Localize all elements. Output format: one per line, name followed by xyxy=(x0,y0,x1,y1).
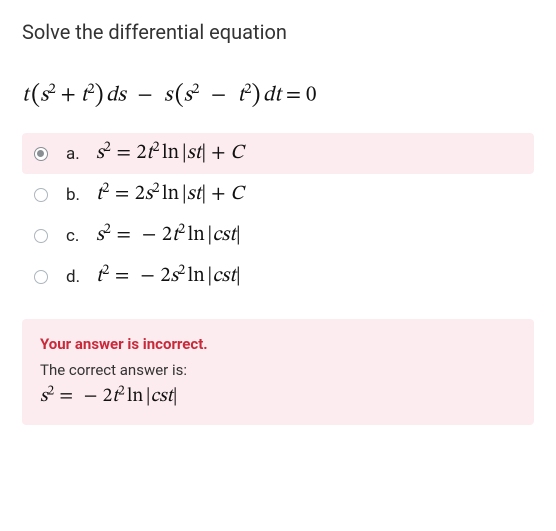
feedback-title: Your answer is incorrect. xyxy=(40,335,516,353)
option-row-b[interactable]: b. t2=2s2ln|st| + C xyxy=(22,174,534,215)
option-row-d[interactable]: d. t2=−2s2ln|cst| xyxy=(22,256,534,297)
radio-icon[interactable] xyxy=(34,147,48,161)
feedback-panel: Your answer is incorrect. The correct an… xyxy=(22,319,534,425)
option-row-c[interactable]: c. s2=−2t2ln|cst| xyxy=(22,215,534,256)
option-letter: c. xyxy=(66,226,84,246)
feedback-answer: s2=−2t2ln|cst| xyxy=(40,385,516,409)
radio-icon[interactable] xyxy=(34,188,48,202)
option-math: t2=2s2ln|st| + C xyxy=(96,182,244,207)
options-group: a. s2=2t2ln|st| + C b. t2=2s2ln|st| + C c. s2… xyxy=(22,133,534,297)
question-equation: t(s2 + t2)ds−s(s2−t2)dt = 0 xyxy=(22,80,534,111)
option-letter: a. xyxy=(66,144,84,164)
radio-icon[interactable] xyxy=(34,270,48,284)
option-math: s2=2t2ln|st| + C xyxy=(96,141,244,166)
option-row-a[interactable]: a. s2=2t2ln|st| + C xyxy=(22,133,534,174)
option-letter: d. xyxy=(66,267,84,287)
option-letter: b. xyxy=(66,185,84,205)
option-math: t2=−2s2ln|cst| xyxy=(96,264,241,289)
option-math: s2=−2t2ln|cst| xyxy=(96,223,241,248)
feedback-subtitle: The correct answer is: xyxy=(40,361,516,379)
radio-icon[interactable] xyxy=(34,229,48,243)
question-prompt: Solve the differential equation xyxy=(22,20,534,44)
